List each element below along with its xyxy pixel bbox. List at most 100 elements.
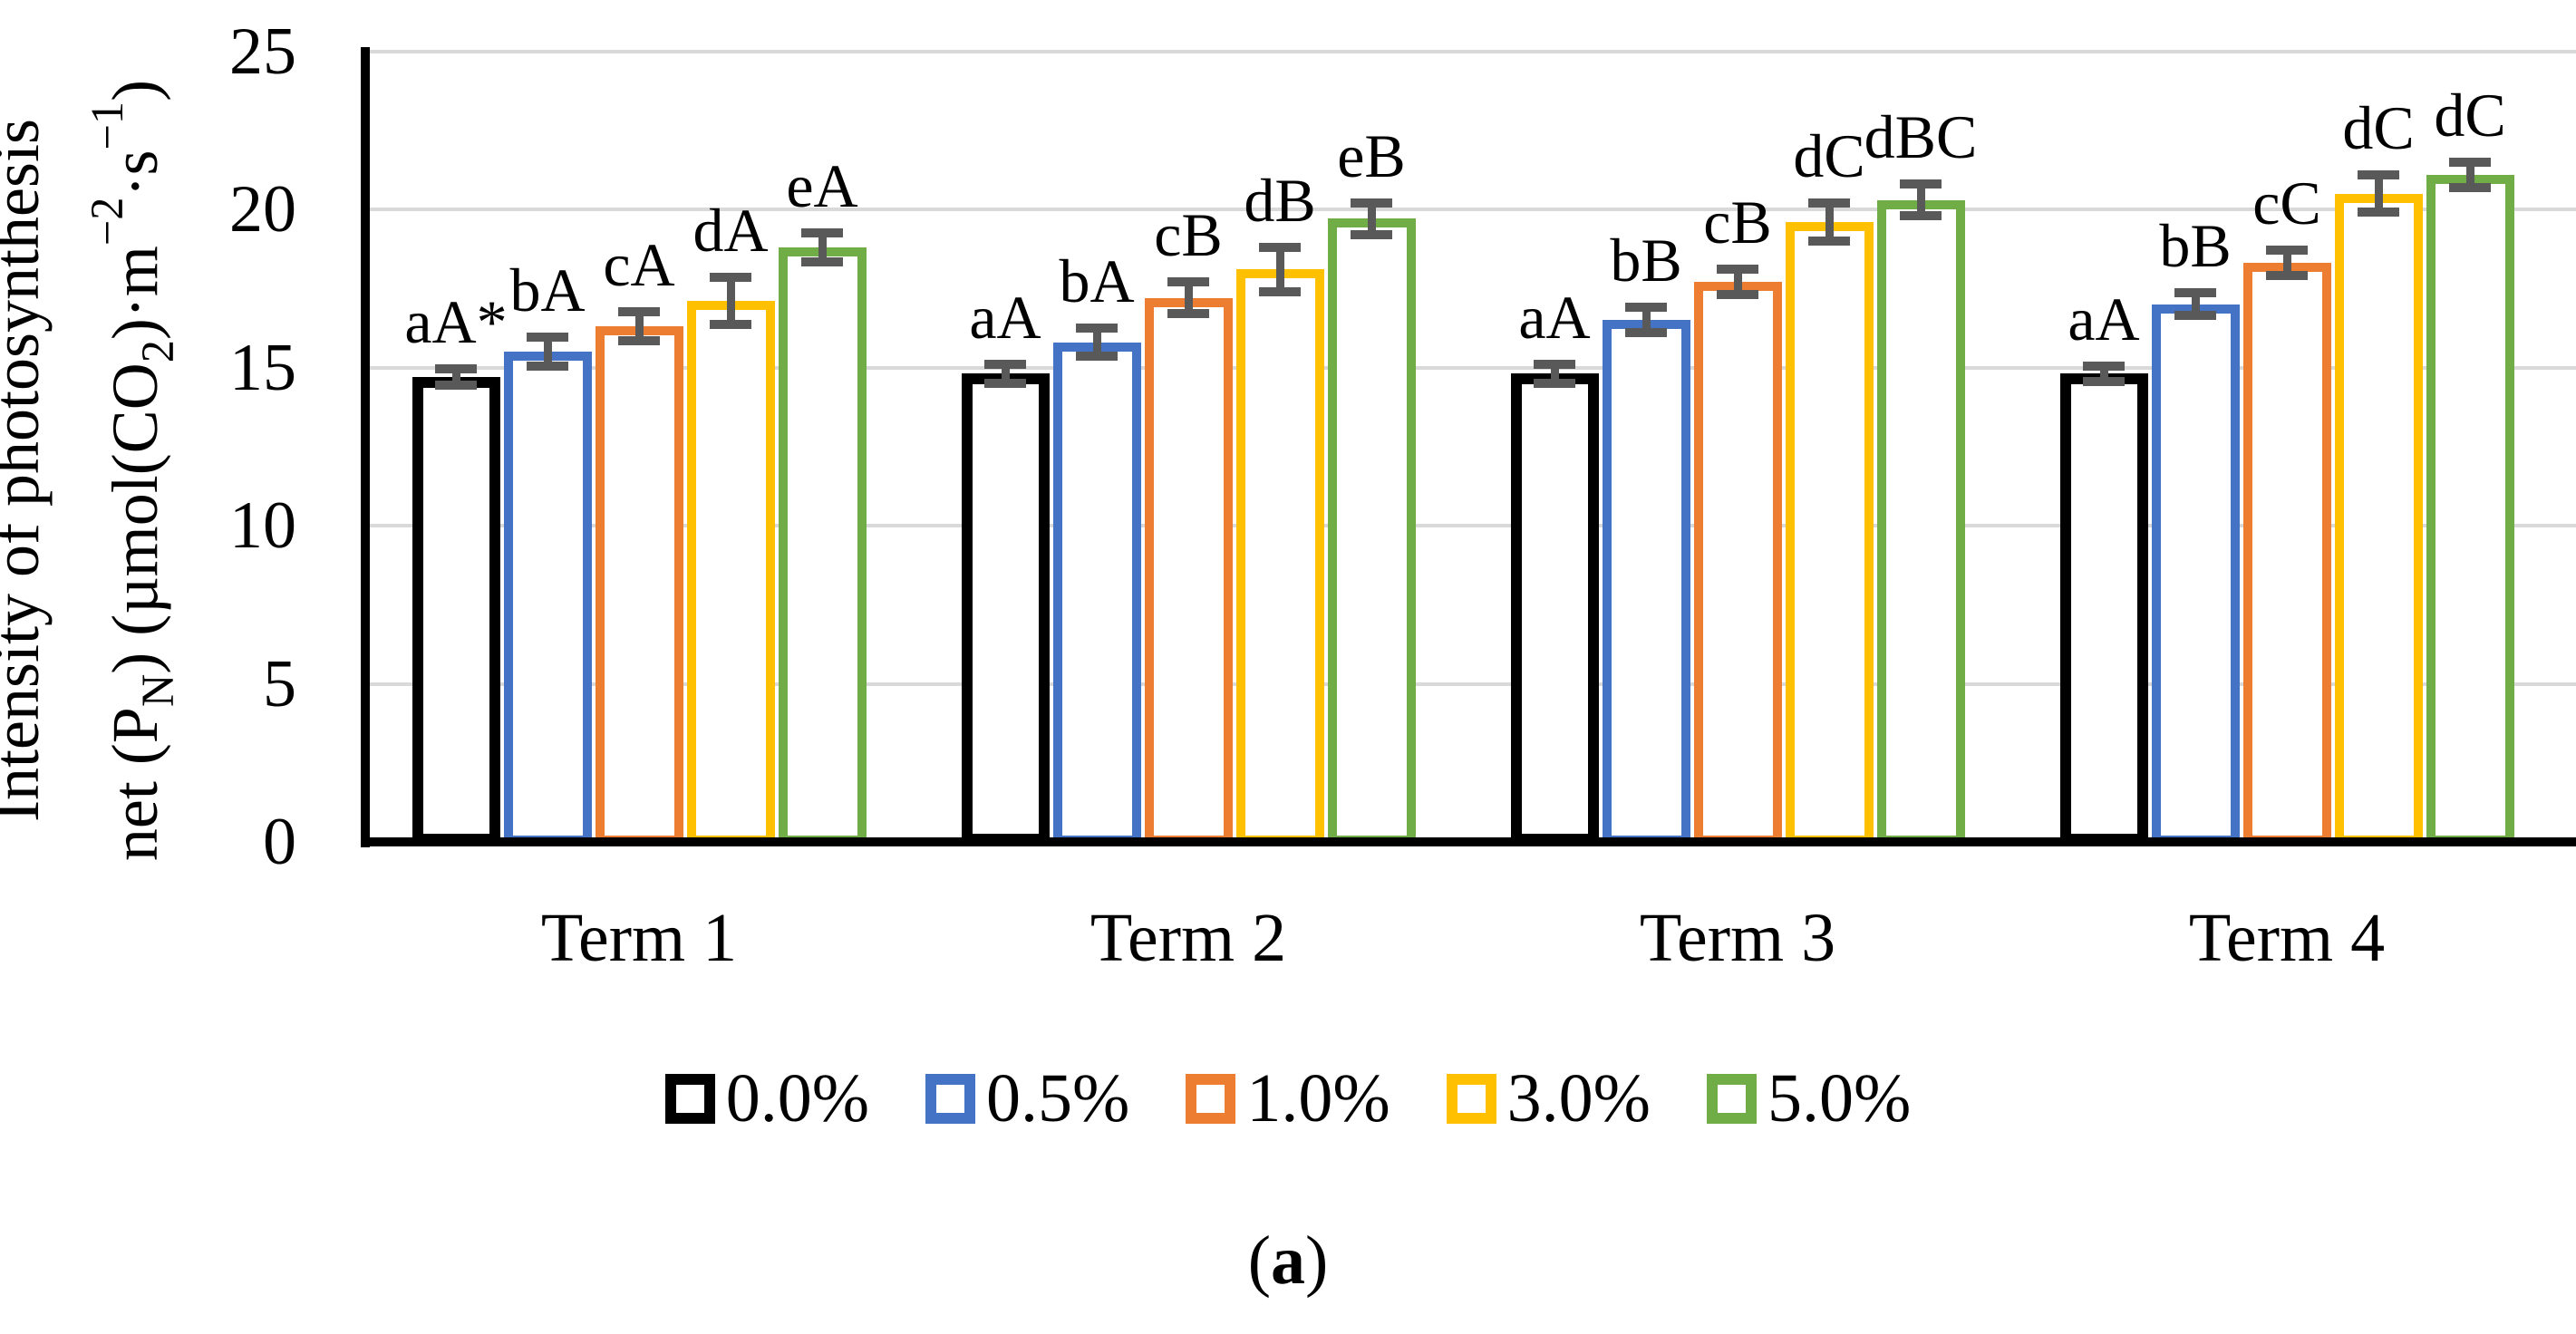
gridline bbox=[365, 524, 2576, 527]
gridline bbox=[365, 365, 2576, 370]
bar bbox=[1144, 297, 1233, 845]
error-bar-stem bbox=[2191, 288, 2200, 320]
bar-annotation: dC bbox=[2434, 80, 2506, 150]
bar bbox=[686, 301, 775, 845]
error-bar-stem bbox=[1550, 360, 1559, 388]
error-bar-stem bbox=[726, 273, 735, 330]
error-bar bbox=[527, 333, 568, 371]
y-tick-label: 0 bbox=[263, 805, 296, 879]
x-category-label: Term 2 bbox=[1089, 900, 1287, 976]
gridline bbox=[365, 49, 2576, 53]
y-axis-title-segment: −1 bbox=[82, 101, 132, 150]
legend-item: 1.0% bbox=[1186, 1062, 1390, 1135]
bar bbox=[2242, 263, 2331, 845]
legend-item: 0.5% bbox=[925, 1062, 1129, 1135]
error-bar-stem bbox=[543, 333, 552, 371]
error-bar-stem bbox=[634, 307, 644, 345]
y-tick-label: 10 bbox=[229, 488, 296, 563]
x-category-label: Term 4 bbox=[2188, 900, 2386, 976]
error-bar bbox=[618, 307, 660, 345]
bar-annotation: cC bbox=[2252, 169, 2321, 238]
error-bar-stem bbox=[2282, 246, 2291, 281]
y-tick-label: 25 bbox=[229, 14, 296, 89]
gridline bbox=[365, 208, 2576, 211]
y-axis-title-line2: net (PN) (µmol(CO2)·m−2·s−1) bbox=[62, 8, 203, 933]
y-tick-label: 5 bbox=[263, 646, 296, 721]
bar-annotation: bB bbox=[2159, 211, 2232, 281]
legend-label: 0.0% bbox=[725, 1060, 870, 1136]
error-bar-stem bbox=[2099, 361, 2108, 387]
error-bar bbox=[984, 360, 1026, 388]
error-bar bbox=[1076, 323, 1118, 362]
bar bbox=[1327, 218, 1416, 845]
error-bar-stem bbox=[451, 364, 460, 390]
bar-annotation: bB bbox=[1610, 226, 1682, 295]
bar-annotation: dB bbox=[1244, 165, 1316, 235]
bar-annotation: eA bbox=[786, 151, 858, 221]
bar bbox=[2334, 193, 2423, 845]
error-bar bbox=[1351, 198, 1392, 239]
error-bar bbox=[710, 273, 751, 330]
bar-annotation: bA bbox=[1059, 246, 1135, 315]
y-axis-title-segment: )·m bbox=[99, 246, 171, 341]
bar-annotation: bA bbox=[509, 256, 586, 325]
caption-close-paren: ) bbox=[1305, 1223, 1329, 1299]
bar bbox=[1602, 320, 1690, 845]
bar bbox=[1235, 269, 1324, 845]
bar bbox=[2151, 304, 2240, 845]
legend-item: 5.0% bbox=[1706, 1062, 1911, 1135]
error-bar bbox=[1717, 265, 1758, 300]
legend-item: 0.0% bbox=[664, 1060, 870, 1136]
y-axis-title-line1: Intensity of photosynthesis bbox=[0, 119, 53, 822]
error-bar-stem bbox=[1001, 360, 1010, 388]
legend-swatch bbox=[1706, 1073, 1757, 1124]
error-bar bbox=[2174, 288, 2216, 320]
error-bar bbox=[1625, 303, 1667, 338]
bar bbox=[1693, 282, 1782, 845]
bar-annotation: cA bbox=[603, 230, 675, 300]
legend-label: 3.0% bbox=[1506, 1060, 1651, 1136]
error-bar-stem bbox=[1184, 277, 1193, 319]
bar-annotation: aA bbox=[969, 283, 1041, 352]
legend-swatch bbox=[1186, 1073, 1236, 1124]
bar-annotation: dC bbox=[1793, 121, 1865, 191]
caption-letter: a bbox=[1271, 1223, 1305, 1299]
bar bbox=[2426, 174, 2514, 845]
error-bar bbox=[2083, 361, 2125, 387]
bar bbox=[503, 352, 592, 845]
error-bar-stem bbox=[2374, 169, 2383, 218]
legend-swatch bbox=[1446, 1073, 1496, 1124]
bar bbox=[1876, 199, 1965, 845]
x-category-label: Term 3 bbox=[1639, 900, 1836, 976]
error-bar-stem bbox=[2465, 157, 2474, 192]
legend-item: 3.0% bbox=[1446, 1060, 1651, 1136]
x-axis-line bbox=[361, 837, 2576, 846]
legend-label: 0.5% bbox=[986, 1060, 1130, 1136]
x-category-label: Term 1 bbox=[540, 900, 738, 976]
legend-label: 1.0% bbox=[1246, 1060, 1390, 1136]
legend-swatch bbox=[664, 1073, 715, 1124]
error-bar-stem bbox=[1367, 198, 1376, 239]
error-bar bbox=[1534, 360, 1575, 388]
bar bbox=[2059, 373, 2148, 845]
error-bar-stem bbox=[1275, 242, 1284, 296]
subfigure-caption: (a) bbox=[0, 1220, 2576, 1301]
bar-annotation: cB bbox=[1703, 188, 1772, 257]
error-bar bbox=[2358, 169, 2399, 218]
y-tick-label: 15 bbox=[229, 330, 296, 405]
error-bar bbox=[801, 228, 843, 266]
error-bar bbox=[1259, 242, 1301, 296]
bar bbox=[961, 373, 1050, 845]
bar-annotation: aA bbox=[2068, 284, 2140, 353]
bar-annotation: dA bbox=[692, 196, 769, 266]
error-bar-stem bbox=[1916, 179, 1925, 220]
error-bar-stem bbox=[1092, 323, 1101, 362]
bar-annotation: dC bbox=[2342, 92, 2415, 162]
gridline bbox=[365, 682, 2576, 686]
error-bar bbox=[1900, 179, 1942, 220]
error-bar-stem bbox=[1641, 303, 1651, 338]
bar-annotation: cB bbox=[1154, 200, 1223, 270]
bar-annotation: aA bbox=[1518, 283, 1591, 352]
error-bar bbox=[2449, 157, 2491, 192]
